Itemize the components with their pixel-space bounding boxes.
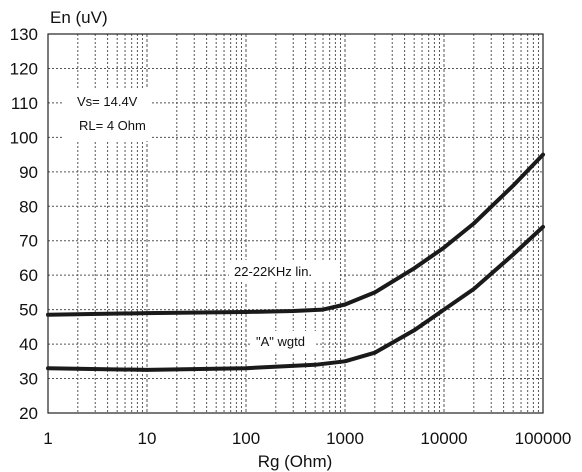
x-tick-label: 10: [138, 429, 157, 448]
plot-frame: [47, 33, 544, 414]
y-tick-label: 60: [19, 266, 38, 285]
series-label-lin-text: 22-22KHz lin.: [234, 264, 312, 279]
plot-border: [47, 33, 544, 414]
series-label-a-wgtd-text: "A" wgtd: [256, 334, 305, 349]
series-lines: [46, 152, 545, 372]
series-line-1: [46, 224, 545, 372]
x-tick-label: 1: [43, 429, 52, 448]
y-tick-label: 20: [19, 404, 38, 423]
annotation-line-1: Vs= 14.4V: [77, 94, 138, 109]
y-tick-label: 40: [19, 335, 38, 354]
x-tick-label: 100000: [515, 429, 572, 448]
y-tick-label: 50: [19, 301, 38, 320]
x-tick-label: 100: [232, 429, 260, 448]
y-tick-label: 30: [19, 370, 38, 389]
y-tick-label: 70: [19, 232, 38, 251]
y-tick-label: 130: [10, 25, 38, 44]
x-axis-title: Rg (Ohm): [258, 452, 333, 471]
x-tick-label: 10000: [420, 429, 467, 448]
y-axis-title: En (uV): [50, 8, 108, 27]
series-line-0: [46, 152, 545, 317]
y-tick-label: 90: [19, 163, 38, 182]
y-tick-label: 100: [10, 128, 38, 147]
x-tick-label: 1000: [326, 429, 364, 448]
series-label-a-wgtd: "A" wgtd: [252, 331, 316, 353]
series-label-lin: 22-22KHz lin.: [229, 260, 339, 282]
y-tick-label: 80: [19, 197, 38, 216]
annotation-line-2: RL= 4 Ohm: [79, 118, 146, 133]
y-tick-label: 110: [11, 94, 38, 113]
y-tick-label: 120: [10, 59, 38, 78]
conditions-annotation: Vs= 14.4V RL= 4 Ohm: [64, 89, 150, 141]
